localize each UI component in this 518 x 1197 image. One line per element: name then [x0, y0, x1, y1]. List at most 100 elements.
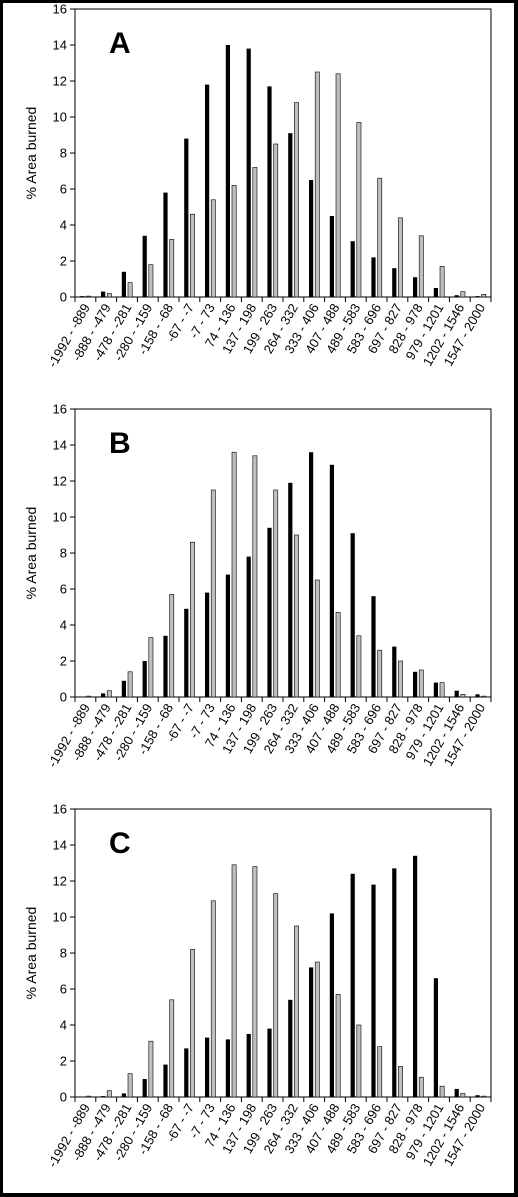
bar [101, 291, 106, 297]
bar [246, 48, 251, 297]
bar [225, 574, 230, 697]
bar [148, 1040, 154, 1098]
bar [190, 949, 195, 1098]
y-tick-label: 8 [60, 546, 67, 561]
plot-frame [74, 408, 492, 698]
y-tick-label: 14 [53, 838, 67, 853]
bar [439, 682, 445, 698]
y-tick-label: 4 [60, 618, 67, 633]
bar [475, 694, 480, 697]
bar [101, 1096, 106, 1097]
y-tick-label: 8 [60, 946, 67, 961]
bar [169, 239, 175, 298]
bar [184, 1048, 189, 1097]
bar [413, 855, 418, 1097]
bar [273, 893, 279, 1098]
bar [398, 1066, 403, 1098]
bar [106, 690, 112, 698]
bar [267, 1028, 272, 1097]
bar [142, 235, 147, 297]
bar [398, 660, 403, 698]
bar [418, 669, 424, 698]
bar [163, 635, 168, 697]
y-axis-label: % Area burned [23, 107, 39, 200]
bar [148, 637, 154, 698]
bar [101, 693, 106, 697]
panel-letter: B [109, 427, 131, 460]
y-tick-label: 12 [53, 874, 67, 889]
bar [121, 271, 126, 297]
bar [329, 464, 334, 697]
bar [273, 489, 279, 698]
bar [252, 455, 258, 698]
y-tick-label: 12 [53, 474, 67, 489]
y-tick-label: 4 [60, 218, 67, 233]
bar [252, 866, 258, 1098]
bar [273, 143, 279, 298]
bar [329, 913, 334, 1097]
bar [163, 1064, 168, 1097]
bar [460, 693, 466, 698]
bar [454, 295, 459, 297]
bar [481, 1095, 487, 1098]
bar [371, 596, 376, 697]
bar [106, 1090, 112, 1098]
bar [225, 1039, 230, 1097]
bar [86, 695, 91, 698]
bar [190, 541, 195, 698]
bar [454, 1088, 459, 1097]
bar [481, 293, 487, 298]
bar [205, 592, 210, 697]
bar [460, 1093, 466, 1098]
bar [481, 695, 487, 698]
bar [86, 1095, 91, 1098]
bar [309, 452, 314, 697]
bar [246, 556, 251, 697]
bar [335, 73, 341, 298]
bar [335, 994, 341, 1098]
panel-letter: A [109, 27, 131, 60]
bar [309, 967, 314, 1097]
y-tick-label: 6 [60, 982, 67, 997]
bar [190, 213, 195, 298]
bar [184, 138, 189, 297]
bar [294, 534, 299, 698]
bar [225, 45, 230, 297]
bar [439, 266, 445, 298]
bar [413, 671, 418, 697]
bar [267, 86, 272, 298]
y-tick-label: 16 [53, 802, 67, 817]
bar [148, 264, 154, 298]
y-tick-label: 4 [60, 1018, 67, 1033]
bar [356, 122, 362, 298]
y-tick-label: 12 [53, 74, 67, 89]
bar [205, 1037, 210, 1097]
bar [329, 216, 334, 297]
bar [231, 864, 237, 1098]
bar [350, 873, 355, 1097]
bar [371, 257, 376, 297]
figure-canvas: 0 2 4 6 8 10 12 14 16% Area burned A -1992 - -889-… [3, 3, 514, 1193]
bar [475, 1095, 480, 1097]
bar [439, 1085, 445, 1098]
bar [210, 199, 216, 298]
y-tick-label: 16 [53, 402, 67, 417]
y-tick-label: 10 [53, 910, 67, 925]
bar [288, 482, 293, 697]
bar [231, 451, 237, 698]
bar [163, 192, 168, 297]
y-tick-label: 16 [53, 3, 67, 17]
bar [127, 1073, 133, 1098]
bar [294, 102, 299, 298]
bar [142, 661, 147, 697]
bar [454, 690, 459, 697]
bar [121, 1093, 126, 1097]
bar [314, 961, 320, 1098]
bar [356, 1024, 362, 1098]
bar [205, 84, 210, 297]
bar [433, 682, 438, 697]
